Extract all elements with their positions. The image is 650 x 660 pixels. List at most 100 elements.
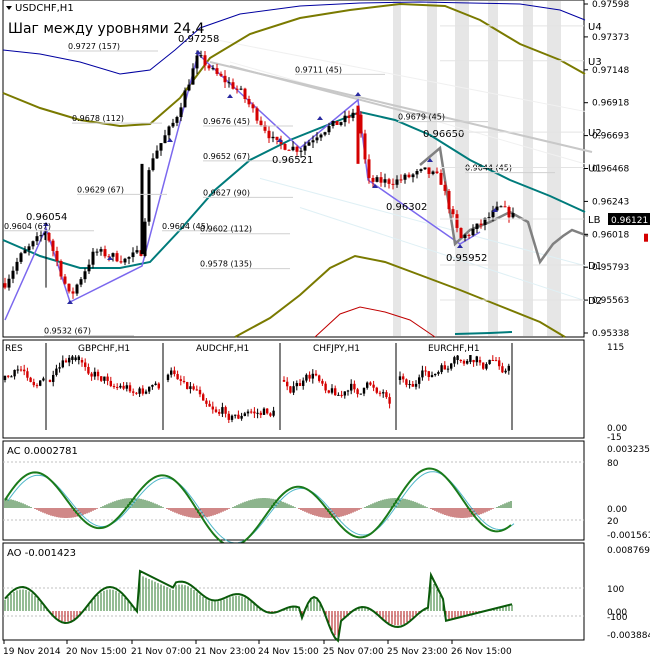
candle-body	[51, 240, 55, 251]
pair-candle-body	[324, 383, 327, 391]
candle-body	[359, 114, 363, 134]
pair-candle-body	[230, 415, 234, 420]
candle-body	[15, 261, 19, 271]
fib-level-label: 0.9652 (67)	[203, 152, 250, 161]
pair-candle-body	[122, 385, 125, 389]
candle-body	[291, 146, 295, 151]
pair-candle-body	[234, 414, 237, 416]
price-axis-label: 0.97598	[592, 0, 629, 10]
fractal-mark	[492, 208, 498, 212]
pair-candle-body	[256, 412, 259, 414]
candle-body	[427, 167, 431, 174]
pair-candle-body	[84, 362, 87, 367]
candle-body	[467, 234, 471, 236]
price-axis-label: 0.96243	[592, 197, 629, 207]
candle-body	[331, 121, 335, 127]
price-axis-label: 0.96918	[592, 99, 629, 109]
ao-axis-label: -0.003884	[607, 631, 650, 641]
candle-body	[3, 283, 7, 288]
candle-body	[239, 88, 243, 90]
pair-candle-body	[302, 380, 305, 386]
ac-axis-label: 0.003235	[607, 445, 650, 455]
session-band	[547, 1, 561, 336]
candle-body	[99, 249, 103, 252]
pair-candle-body	[450, 363, 453, 369]
candle-body	[503, 206, 507, 208]
candle-body	[219, 73, 223, 76]
pair-candle-body	[154, 383, 157, 385]
pair-candle-body	[246, 411, 250, 414]
pair-candle-body	[52, 374, 55, 382]
pair-candle-body	[132, 391, 135, 393]
pair-candle-body	[61, 360, 64, 368]
pair-candle-body	[39, 380, 42, 386]
pair-candle-body	[211, 406, 214, 410]
pair-candle-body	[141, 388, 144, 394]
fractal-mark	[277, 138, 283, 142]
candle-body	[187, 84, 191, 91]
candle-body	[147, 170, 151, 222]
candle-body	[267, 130, 271, 139]
candle-body	[323, 132, 327, 135]
fib-level-label: 0.9727 (157)	[68, 42, 120, 51]
pair-candle-body	[227, 413, 230, 420]
pair-candle-body	[369, 382, 372, 385]
candle-body	[399, 179, 403, 181]
pair-candle-body	[19, 369, 23, 371]
candle-body	[223, 75, 227, 83]
pair-candle-body	[418, 377, 421, 384]
candle-body	[199, 55, 203, 57]
time-axis-label: 20 Nov 15:00	[66, 647, 127, 657]
pair-candle-body	[430, 375, 434, 378]
ac-axis: 0.003235 80 0.00 20 -0.001561	[607, 445, 650, 541]
candle-body	[123, 258, 127, 263]
ac-pane: AC 0.0002781	[2, 440, 585, 547]
pair-candle-body	[182, 380, 186, 383]
candle-body	[35, 236, 39, 242]
fractal-mark	[67, 300, 73, 304]
fractal-mark	[427, 158, 433, 162]
ac-title: AC 0.0002781	[7, 446, 78, 457]
candle-body	[499, 206, 503, 208]
pair-candle-body	[224, 407, 227, 414]
fractal-mark	[317, 116, 323, 120]
candle-body	[11, 270, 15, 279]
pair-candle-body	[434, 373, 437, 376]
olive-lower-band	[234, 254, 566, 338]
candle-body	[431, 171, 435, 174]
peak-price-label: 0.95952	[446, 253, 487, 264]
pair-candle-body	[186, 382, 189, 389]
ghost-line	[259, 177, 586, 267]
price-axis-label: 0.96693	[592, 132, 629, 142]
pair-candle-body	[330, 388, 334, 393]
pair-candle-body	[221, 407, 224, 414]
candle-body	[71, 291, 75, 294]
pair-candle-body	[269, 413, 272, 416]
candle-body	[247, 99, 251, 105]
candle-body	[327, 126, 331, 133]
fib-level-label: 0.9602 (112)	[200, 225, 252, 234]
pair-candle-body	[318, 375, 321, 381]
candle-body	[31, 241, 35, 247]
pair-candle-body	[466, 360, 469, 364]
ao-axis-label: 0.00	[607, 608, 627, 618]
candle-body	[19, 253, 23, 262]
candle-body	[363, 133, 367, 160]
candle-body	[315, 137, 319, 141]
level-label: U2	[588, 128, 602, 139]
pair-candle-body	[42, 378, 45, 381]
price-axis-label: 0.97148	[592, 66, 629, 76]
pair-candle-body	[173, 370, 176, 375]
candle-body	[387, 179, 391, 184]
candle-body	[339, 122, 343, 125]
dropdown-icon[interactable]	[6, 6, 12, 10]
pair-candle-body	[292, 386, 295, 393]
candle-body	[391, 183, 395, 185]
candle-body	[347, 115, 351, 118]
pair-candle-body	[10, 376, 13, 378]
session-band	[427, 1, 437, 336]
pair-candle-body	[398, 376, 402, 380]
candle-body	[191, 68, 195, 85]
candle-body	[471, 228, 475, 236]
